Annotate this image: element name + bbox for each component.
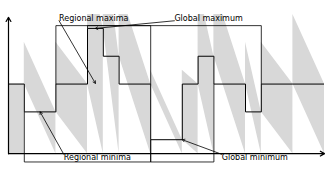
svg-text:Regional maxima: Regional maxima <box>59 14 129 23</box>
svg-text:Global maximum: Global maximum <box>174 14 243 23</box>
svg-text:Global minimum: Global minimum <box>222 153 288 162</box>
svg-text:Regional minima: Regional minima <box>64 153 131 162</box>
